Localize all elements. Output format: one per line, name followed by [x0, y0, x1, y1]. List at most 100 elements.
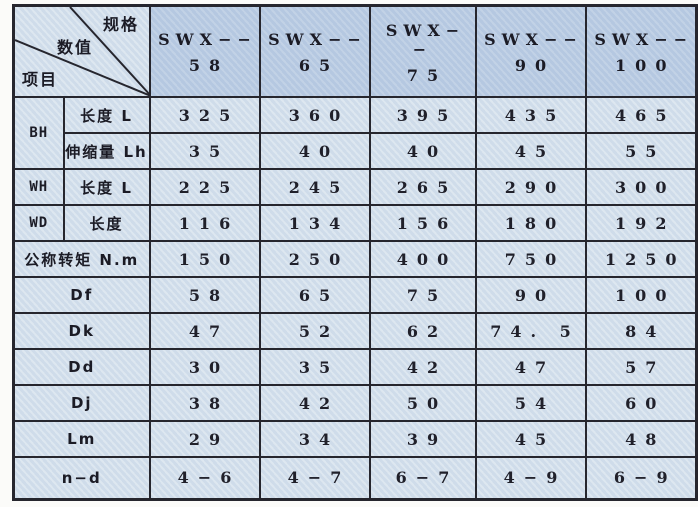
value-cell: 1250 — [584, 240, 698, 278]
value-cell: 35 — [258, 348, 371, 386]
value-cell: 47 — [148, 312, 261, 350]
row-group-label-bh: BH — [12, 96, 65, 170]
value-text: 45 — [514, 141, 556, 161]
value-cell: 400 — [368, 240, 477, 278]
corner-label-item: 项目 — [22, 70, 59, 89]
value-text: 30 — [188, 357, 230, 377]
value-text: 39 — [406, 429, 448, 449]
value-text: 156 — [396, 213, 458, 233]
value-cell: 156 — [368, 204, 477, 242]
value-cell: 42 — [368, 348, 477, 386]
value-text: 6−7 — [395, 468, 459, 488]
value-cell: 325 — [148, 96, 261, 134]
value-cell: 4−7 — [258, 456, 371, 500]
value-cell: 57 — [584, 348, 698, 386]
row-param-label: 长度 — [62, 204, 151, 242]
value-cell: 180 — [474, 204, 587, 242]
value-text: 62 — [406, 321, 448, 341]
value-text: 116 — [178, 213, 240, 233]
value-text: 42 — [298, 393, 340, 413]
value-cell: 58 — [148, 276, 261, 314]
row-group-label-wh: WH — [12, 168, 65, 206]
value-cell: 45 — [474, 132, 587, 170]
value-cell: 48 — [584, 420, 698, 458]
value-text: 265 — [396, 177, 458, 197]
value-cell: 100 — [584, 276, 698, 314]
table-row: Dd 30 35 42 47 57 — [12, 348, 698, 386]
value-cell: 55 — [584, 132, 698, 170]
value-text: 90 — [514, 285, 556, 305]
value-cell: 192 — [584, 204, 698, 242]
column-header-size: 65 — [298, 56, 340, 75]
value-cell: 90 — [474, 276, 587, 314]
value-cell: 50 — [368, 384, 477, 422]
value-cell: 62 — [368, 312, 477, 350]
table-row: n−d 4−6 4−7 6−7 4−9 6−9 — [12, 456, 698, 500]
spec-table: 规格 数值 项目 SWX−− 58 SWX−− 65 SWX−− 75 SWX−… — [12, 4, 698, 501]
value-cell: 45 — [474, 420, 587, 458]
diagonal-lines-icon — [15, 7, 148, 96]
column-header-swx100: SWX−− 100 — [584, 4, 698, 98]
value-cell: 42 — [258, 384, 371, 422]
value-text: 180 — [504, 213, 566, 233]
value-cell: 245 — [258, 168, 371, 206]
value-text: 45 — [514, 429, 556, 449]
value-text: 35 — [188, 141, 230, 161]
value-text: 1250 — [604, 249, 686, 269]
row-param-label-torque: 公称转矩 N.m — [12, 240, 151, 278]
table-row: 公称转矩 N.m 150 250 400 750 1250 — [12, 240, 698, 278]
value-cell: 750 — [474, 240, 587, 278]
value-cell: 6−9 — [584, 456, 698, 500]
column-header-prefix: SWX−− — [385, 20, 466, 59]
column-header-prefix: SWX−− — [268, 30, 367, 49]
value-cell: 38 — [148, 384, 261, 422]
value-text: 290 — [504, 177, 566, 197]
value-text: 465 — [615, 105, 676, 125]
value-cell: 74. 5 — [474, 312, 587, 350]
value-cell: 4−9 — [474, 456, 587, 500]
value-cell: 47 — [474, 348, 587, 386]
value-cell: 60 — [584, 384, 698, 422]
table-row: Dk 47 52 62 74. 5 84 — [12, 312, 698, 350]
value-cell: 29 — [148, 420, 261, 458]
column-header-size: 58 — [188, 56, 230, 75]
table-row: WD 长度 116 134 156 180 192 — [12, 204, 698, 242]
row-param-label: 伸缩量 Lh — [62, 132, 151, 170]
column-header-prefix: SWX−− — [484, 30, 583, 49]
value-text: 435 — [504, 105, 566, 125]
value-text: 400 — [396, 249, 458, 269]
value-cell: 54 — [474, 384, 587, 422]
table-row: BH 长度 L 325 360 395 435 465 — [12, 96, 698, 170]
value-cell: 39 — [368, 420, 477, 458]
row-param-label: 长度 L — [62, 96, 151, 134]
value-cell: 395 — [368, 96, 477, 134]
column-header-prefix: SWX−− — [158, 30, 257, 49]
value-cell: 300 — [584, 168, 698, 206]
value-cell: 40 — [258, 132, 371, 170]
value-text: 134 — [288, 213, 350, 233]
value-text: 60 — [625, 393, 666, 413]
diagonal-divider: 规格 数值 项目 — [15, 7, 148, 96]
column-header-size: 75 — [406, 65, 448, 85]
value-text: 54 — [514, 393, 556, 413]
value-cell: 75 — [368, 276, 477, 314]
value-text: 57 — [625, 357, 666, 377]
value-text: 58 — [188, 285, 230, 305]
value-text: 225 — [178, 177, 240, 197]
value-text: 47 — [514, 357, 556, 377]
value-text: 35 — [298, 357, 340, 377]
value-text: 395 — [396, 105, 458, 125]
value-cell: 34 — [258, 420, 371, 458]
row-group-label-wd: WD — [12, 204, 65, 242]
value-text: 84 — [625, 321, 666, 341]
value-cell: 65 — [258, 276, 371, 314]
row-param-label-dj: Dj — [12, 384, 151, 422]
value-text: 65 — [298, 285, 340, 305]
column-header-prefix: SWX−− — [594, 30, 694, 49]
row-param-label-lm: Lm — [12, 420, 151, 458]
column-header-swx90: SWX−− 90 — [474, 4, 587, 98]
value-cell: 290 — [474, 168, 587, 206]
value-text: 42 — [406, 357, 448, 377]
value-text: 40 — [298, 141, 340, 161]
